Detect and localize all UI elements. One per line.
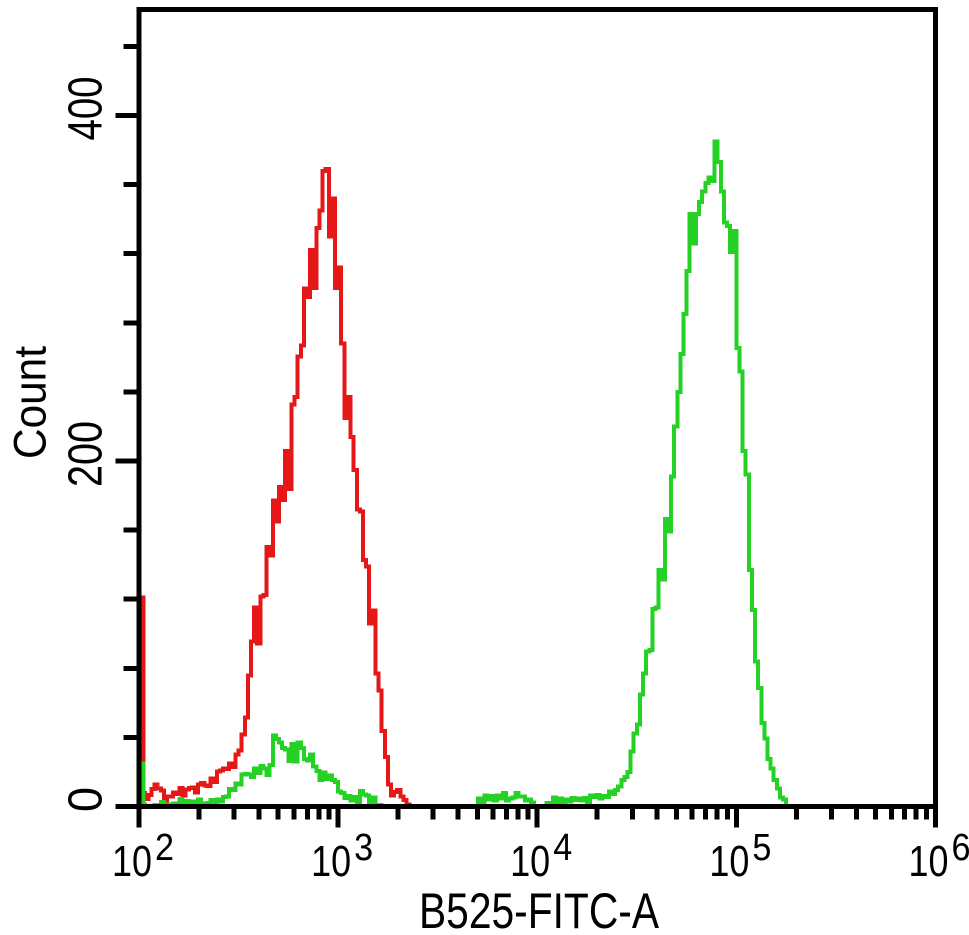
svg-text:0: 0 [60, 787, 113, 812]
svg-text:10: 10 [510, 837, 550, 886]
svg-text:10: 10 [909, 837, 949, 886]
svg-text:2: 2 [155, 827, 174, 869]
svg-text:Count: Count [5, 346, 56, 459]
svg-text:5: 5 [752, 827, 771, 869]
svg-text:200: 200 [60, 421, 113, 487]
svg-text:10: 10 [311, 837, 351, 886]
svg-text:10: 10 [112, 837, 152, 886]
svg-text:B525-FITC-A: B525-FITC-A [419, 883, 660, 935]
svg-text:400: 400 [60, 77, 113, 141]
svg-text:6: 6 [952, 827, 969, 869]
svg-text:3: 3 [354, 827, 373, 869]
svg-text:4: 4 [553, 827, 572, 869]
svg-text:10: 10 [709, 837, 749, 886]
